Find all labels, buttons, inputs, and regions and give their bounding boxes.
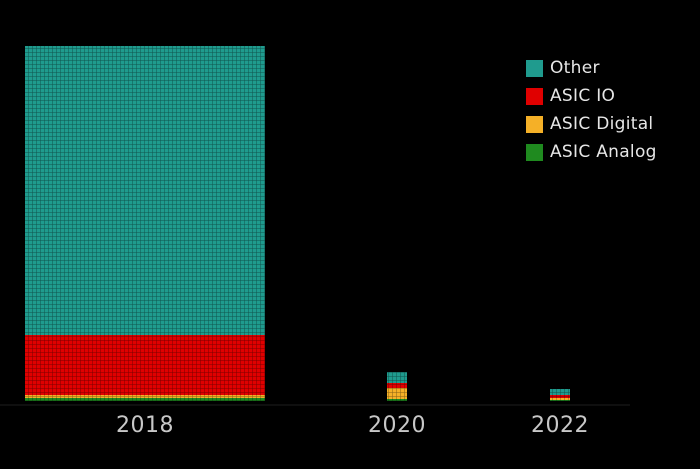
x-tick-2020: 2020 [368,413,426,438]
legend-label-other: Other [550,58,600,78]
bar-2020-tile-grid [387,372,407,401]
legend-swatch-asic-digital [526,115,543,133]
legend-swatch-asic-io [526,87,543,105]
legend: Other ASIC IO ASIC Digital ASIC Analog [526,54,657,166]
legend-item-asic-analog: ASIC Analog [526,138,657,166]
legend-label-asic-digital: ASIC Digital [550,114,654,134]
x-tick-2022: 2022 [531,413,589,438]
legend-swatch-other [526,59,543,77]
legend-item-other: Other [526,54,657,82]
legend-label-asic-io: ASIC IO [550,86,616,106]
legend-swatch-asic-analog [526,143,543,161]
legend-label-asic-analog: ASIC Analog [550,142,657,162]
legend-item-asic-digital: ASIC Digital [526,110,657,138]
bar-2022-tile-grid [550,389,570,401]
legend-item-asic-io: ASIC IO [526,82,657,110]
bar-2018-tile-grid [25,46,265,401]
x-tick-2018: 2018 [116,413,174,438]
